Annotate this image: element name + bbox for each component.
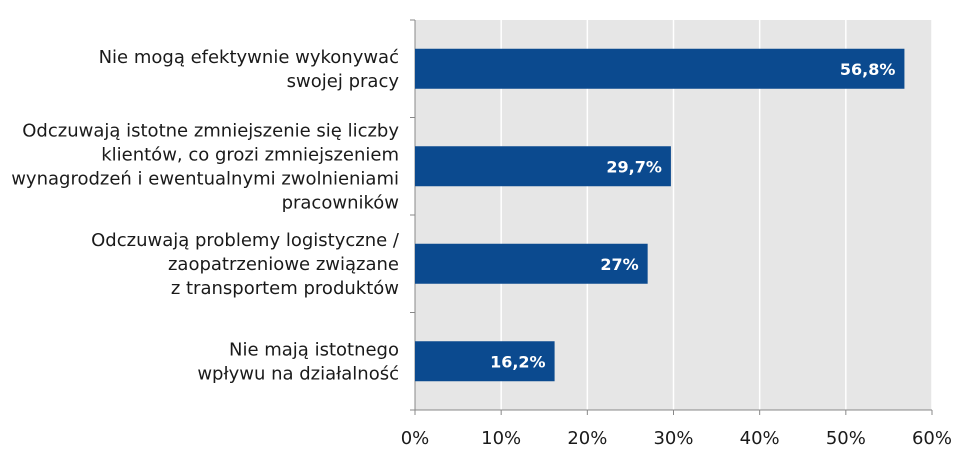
category-labels: Nie mogą efektywnie wykonywać swojej prac… — [11, 47, 400, 385]
x-tick-label: 40% — [740, 428, 780, 449]
x-tick-label: 30% — [653, 428, 693, 449]
data-label: 56,8% — [840, 60, 896, 79]
data-label: 29,7% — [606, 157, 662, 176]
x-tick-label: 50% — [826, 428, 866, 449]
x-tick-label: 10% — [481, 428, 521, 449]
bar — [415, 243, 648, 284]
data-label: 27% — [600, 255, 638, 274]
x-tick-label: 60% — [912, 428, 952, 449]
category-label: Nie mają istotnego wpływu na działalność — [197, 339, 399, 384]
category-label: Nie mogą efektywnie wykonywać swojej prac… — [99, 47, 400, 92]
category-label: Odczuwają istotne zmniejszenie się liczb… — [11, 120, 399, 213]
data-label: 16,2% — [490, 352, 546, 371]
category-label: Odczuwają problemy logistyczne / zaopatrz… — [91, 230, 400, 299]
x-tick-labels: 0% 10% 20% 30% 40% 50% 60% — [401, 428, 952, 449]
x-tick-label: 0% — [401, 428, 430, 449]
bar — [415, 48, 905, 89]
bar — [415, 341, 555, 382]
bars: 56,8% 29,7% 27% 16,2% — [415, 48, 905, 382]
bar — [415, 146, 671, 187]
x-tick-label: 20% — [567, 428, 607, 449]
